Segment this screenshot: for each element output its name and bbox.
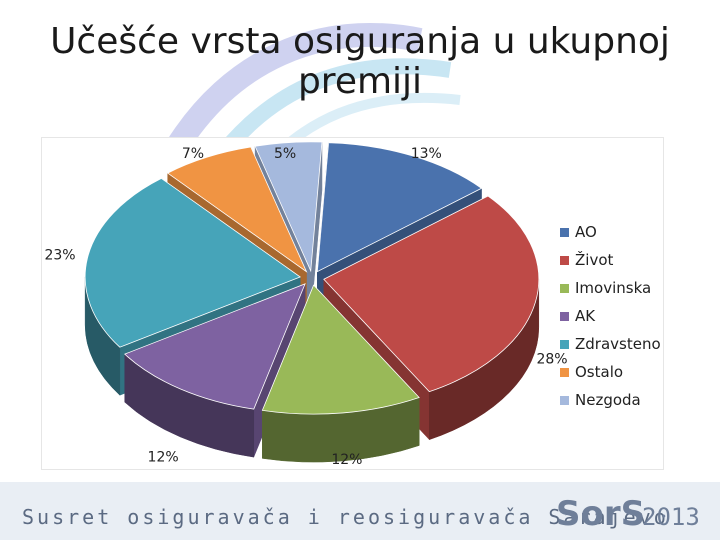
- legend-label: AK: [575, 307, 596, 325]
- legend-label: Imovinska: [575, 279, 652, 297]
- slice-top-face: [166, 146, 308, 273]
- footer-event-name: Susret osiguravača i reosiguravača Saraj…: [22, 505, 669, 529]
- background-swoosh: [164, 22, 423, 157]
- slice-top-face: [84, 177, 301, 348]
- slice-top-face: [261, 284, 420, 415]
- data-label-ak: 12%: [148, 450, 179, 466]
- legend-label: Ostalo: [575, 363, 624, 381]
- legend-item: Nezgoda: [560, 386, 661, 414]
- footer-logo: SorS: [556, 494, 646, 534]
- legend-swatch: [560, 395, 569, 405]
- legend-label: AO: [575, 223, 597, 241]
- data-label-ao: 13%: [411, 146, 442, 162]
- footer-year: 2013: [642, 503, 700, 531]
- footer-band: [0, 482, 720, 540]
- legend-item: Zdravsteno: [560, 330, 661, 358]
- pie-slice-ak: [123, 283, 306, 458]
- data-label-zdravsteno: 23%: [44, 247, 75, 263]
- legend-label: Život: [575, 251, 614, 269]
- legend-swatch: [560, 227, 569, 237]
- slice-top-face: [123, 283, 306, 410]
- legend-label: Nezgoda: [575, 391, 641, 409]
- slice-top-face: [316, 142, 483, 273]
- legend-swatch: [560, 367, 569, 377]
- pie-slice-imovinska: [261, 284, 420, 463]
- pie-slice-život: [323, 195, 540, 441]
- pie-chart: 13% 28% 12% 12% 23% 7% 5%: [44, 141, 568, 468]
- chart-area: 13% 28% 12% 12% 23% 7% 5% AO Život Imovinska AK Zd…: [41, 137, 664, 470]
- data-label-život: 28%: [536, 351, 567, 367]
- legend-item: Život: [560, 246, 661, 274]
- slice-top-face: [254, 141, 323, 273]
- legend-swatch: [560, 283, 569, 293]
- legend-swatch: [560, 311, 569, 321]
- legend-item: AK: [560, 302, 661, 330]
- data-label-ostalo: 7%: [182, 146, 204, 162]
- legend-swatch: [560, 339, 569, 349]
- data-label-nezgoda: 5%: [274, 146, 296, 162]
- data-label-imovinska: 12%: [331, 452, 362, 468]
- legend-item: AO: [560, 218, 661, 246]
- slice-top-face: [323, 195, 540, 393]
- legend-item: Ostalo: [560, 358, 661, 386]
- legend-item: Imovinska: [560, 274, 661, 302]
- slide-title: Učešće vrsta osiguranja u ukupnoj premij…: [50, 21, 670, 102]
- legend-swatch: [560, 255, 569, 265]
- legend-label: Zdravsteno: [575, 335, 661, 353]
- chart-legend: AO Život Imovinska AK Zdravsteno Ostalo Nezgod…: [560, 218, 661, 414]
